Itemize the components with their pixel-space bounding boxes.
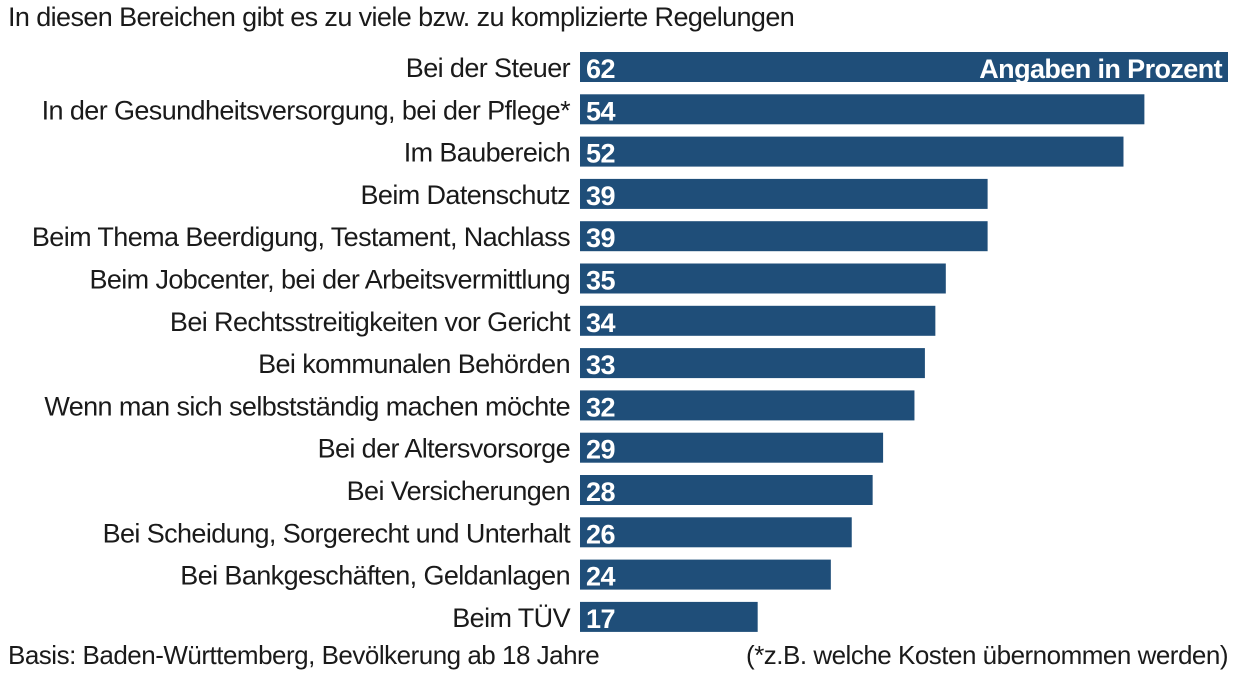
- category-label: Beim Jobcenter, bei der Arbeitsvermittlu…: [89, 265, 570, 295]
- bar: [580, 136, 1124, 167]
- category-label: Beim Thema Beerdigung, Testament, Nachla…: [32, 222, 570, 252]
- category-label: Bei Versicherungen: [347, 476, 570, 506]
- category-label: In der Gesundheitsversorgung, bei der Pf…: [42, 95, 571, 125]
- value-label: 52: [586, 139, 615, 169]
- category-label: Beim Datenschutz: [361, 180, 571, 210]
- value-label: 29: [586, 435, 616, 465]
- footnote: (*z.B. welche Kosten übernommen werden): [746, 640, 1228, 670]
- category-label: Bei Bankgeschäften, Geldanlagen: [180, 561, 570, 591]
- bar: [580, 432, 884, 463]
- category-label: Bei der Altersvorsorge: [318, 434, 570, 464]
- bar: [580, 559, 831, 590]
- value-label: 34: [586, 308, 616, 338]
- value-label: 28: [586, 477, 616, 507]
- bar: [580, 52, 1228, 82]
- value-label: 26: [586, 519, 616, 549]
- bar: [580, 517, 852, 548]
- value-label: 39: [586, 223, 616, 253]
- bar: [580, 263, 946, 294]
- value-label: 35: [586, 266, 616, 296]
- chart-title: In diesen Bereichen gibt es zu viele bzw…: [8, 2, 795, 32]
- category-label: Bei Scheidung, Sorgerecht und Unterhalt: [103, 518, 572, 548]
- category-label: Bei kommunalen Behörden: [258, 349, 570, 379]
- bar: [580, 348, 925, 379]
- value-label: 62: [586, 54, 615, 84]
- value-label: 24: [586, 562, 616, 592]
- bar: [580, 475, 873, 505]
- value-label: 32: [586, 392, 615, 422]
- bar: [580, 601, 758, 632]
- bar: [580, 305, 936, 336]
- category-label: Beim TÜV: [452, 603, 570, 633]
- bar: [580, 178, 988, 209]
- category-label: Im Baubereich: [404, 138, 570, 168]
- value-label: 39: [586, 181, 616, 211]
- value-label: 17: [586, 604, 615, 634]
- category-label: Bei der Steuer: [406, 53, 571, 83]
- value-label: 54: [586, 96, 616, 126]
- bar: [580, 390, 915, 421]
- bar: [580, 221, 988, 252]
- category-label: Bei Rechtsstreitigkeiten vor Gericht: [170, 307, 571, 337]
- bar: [580, 94, 1145, 125]
- unit-label: Angaben in Prozent: [979, 54, 1222, 84]
- source-note: Basis: Baden-Württemberg, Bevölkerung ab…: [8, 640, 600, 670]
- category-label: Wenn man sich selbstständig machen möcht…: [44, 391, 570, 421]
- value-label: 33: [586, 350, 616, 380]
